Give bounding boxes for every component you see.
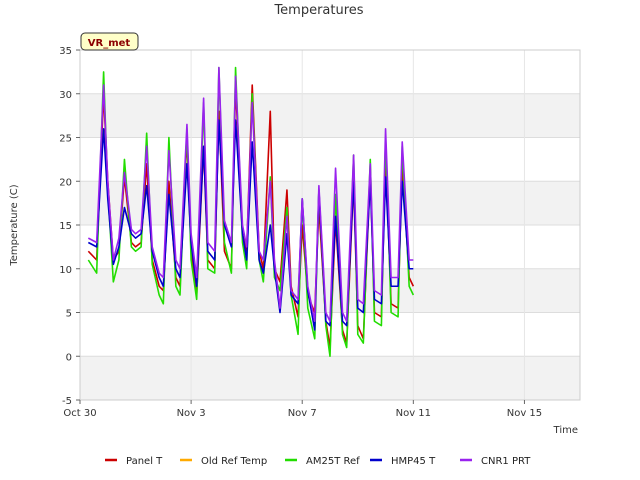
x-tick-label: Nov 11 — [396, 408, 431, 419]
y-axis-label: Temperature (C) — [9, 184, 20, 266]
x-tick-label: Nov 7 — [288, 408, 317, 419]
y-tick-label: 25 — [59, 134, 72, 145]
legend-label-panel-t: Panel T — [126, 456, 163, 467]
y-tick-label: 0 — [66, 352, 72, 363]
series-line-panel-t — [87, 84, 415, 349]
y-tick-label: 15 — [59, 221, 72, 232]
y-axis-ticks: -5 0 5 10 15 20 25 30 35 — [59, 46, 80, 407]
plot-band — [80, 50, 580, 94]
series-line-cnr1-prt — [87, 66, 414, 323]
x-axis-ticks: Oct 30 Nov 3 Nov 7 Nov 11 Nov 15 — [63, 400, 542, 419]
series-line-hmp45-t — [87, 119, 414, 331]
plot-band — [80, 181, 580, 225]
y-tick-label: 30 — [59, 90, 72, 101]
legend-label-cnr1-prt: CNR1 PRT — [481, 456, 531, 467]
legend: Panel T Old Ref Temp AM25T Ref HMP45 T CNR1 … — [105, 456, 531, 467]
chart-title: Temperatures — [273, 3, 363, 18]
x-tick-label: Nov 3 — [177, 408, 206, 419]
legend-label-hmp45-t: HMP45 T — [391, 456, 436, 467]
site-badge: VR_met — [80, 32, 139, 51]
site-badge-label: VR_met — [88, 38, 131, 49]
y-tick-label: 5 — [66, 309, 72, 320]
legend-label-old-ref-temp: Old Ref Temp — [201, 456, 267, 467]
y-tick-label: 10 — [59, 265, 72, 276]
plot-band — [80, 93, 580, 138]
x-tick-label: Oct 30 — [63, 408, 96, 419]
y-tick-label: 35 — [59, 46, 72, 57]
site-badge-box — [80, 32, 139, 51]
y-tick-label: 20 — [59, 177, 72, 188]
plot-bands — [80, 50, 580, 400]
legend-label-am25t-ref: AM25T Ref — [306, 456, 360, 467]
y-tick-label: -5 — [62, 396, 72, 407]
plot-band — [80, 137, 580, 182]
plot-band — [80, 356, 580, 400]
x-tick-label: Nov 15 — [507, 408, 542, 419]
x-axis-label: Time — [553, 425, 578, 436]
series-layer — [87, 66, 415, 358]
